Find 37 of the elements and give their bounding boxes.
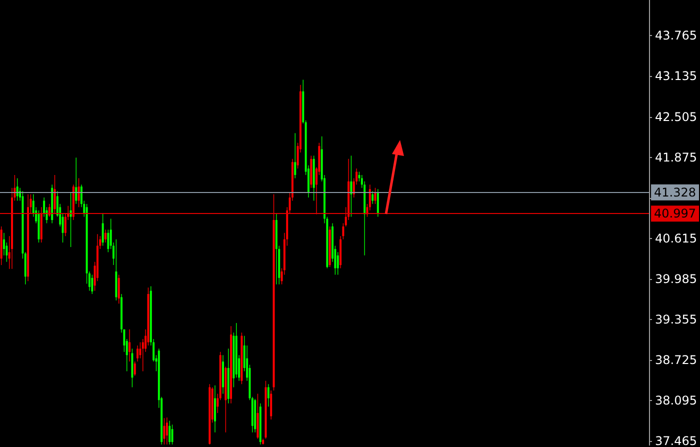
candlestick (142, 338, 144, 372)
y-tick-label: 37.465 (655, 434, 698, 447)
candlestick (376, 188, 379, 218)
candlestick (168, 420, 171, 445)
candlestick (166, 417, 168, 445)
y-tick-label: 43.135 (655, 69, 698, 84)
y-tick-label: 38.725 (655, 352, 698, 367)
candlestick (128, 329, 131, 362)
candlestick (171, 424, 174, 445)
candlestick (214, 385, 216, 433)
candlestick (350, 155, 352, 218)
candlestick (54, 174, 56, 214)
candlestick (48, 204, 50, 218)
y-tick-label: 41.875 (655, 150, 698, 164)
candlestick (163, 418, 166, 445)
candlestick (104, 229, 106, 243)
y-tick-label: 42.505 (655, 110, 698, 124)
candlestick (118, 274, 120, 304)
y-tick-label: 43.765 (655, 28, 698, 43)
candlestick (134, 361, 136, 376)
candlestick (91, 274, 94, 294)
ref-line-label: 41.328 (654, 185, 696, 200)
candlestick (75, 157, 78, 204)
y-tick-label: 40.615 (655, 231, 698, 246)
y-tick-label: 39.355 (655, 312, 698, 326)
y-tick-label: 39.985 (655, 272, 698, 286)
candlestick (102, 213, 104, 246)
candlestick (78, 178, 80, 208)
candlestick (270, 390, 272, 420)
candlestick (267, 384, 270, 407)
candlestick (294, 132, 296, 179)
y-tick-label: 38.095 (655, 393, 698, 408)
candlestick (136, 345, 139, 362)
candlestick (336, 252, 339, 276)
candlestick (374, 188, 376, 204)
candlestick (372, 190, 374, 204)
ref-line-label: 40.997 (654, 206, 696, 221)
